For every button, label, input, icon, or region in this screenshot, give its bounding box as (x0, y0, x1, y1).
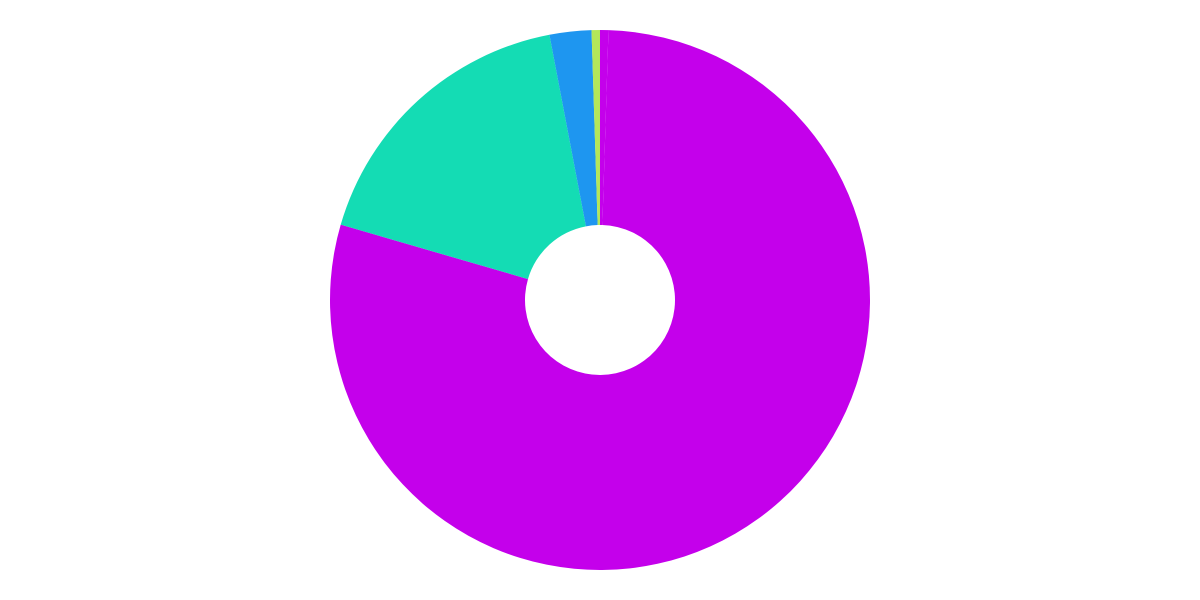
donut-chart (0, 0, 1200, 600)
donut-chart-container (0, 0, 1200, 600)
